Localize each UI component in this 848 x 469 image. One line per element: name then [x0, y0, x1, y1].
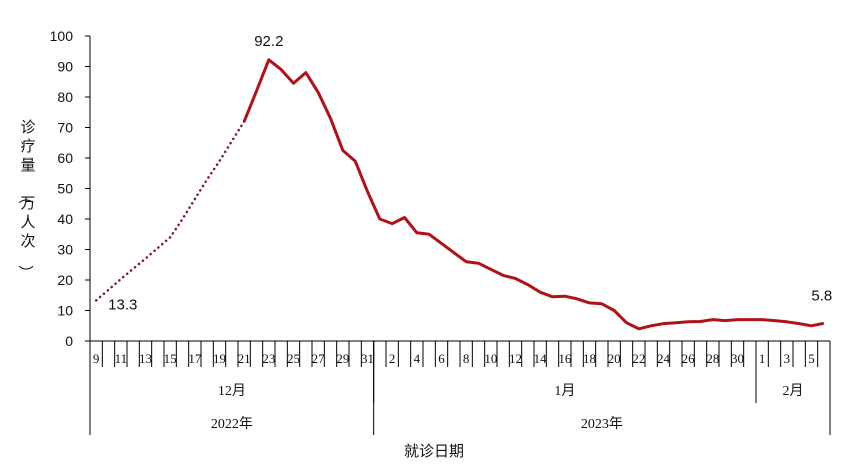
x-tick-label: 15 [164, 351, 177, 366]
x-tick-label: 27 [312, 351, 326, 366]
y-axis-title-char: ） [16, 265, 34, 280]
x-tick-label: 11 [115, 351, 128, 366]
y-axis-title-char: 诊 [20, 118, 35, 136]
y-axis-title-char: 万 [20, 194, 35, 212]
y-axis-title: 诊疗量 （万人次 ） [16, 118, 35, 280]
x-tick-label: 19 [213, 351, 226, 366]
x-tick-label: 21 [238, 351, 251, 366]
x-tick-label: 4 [414, 351, 421, 366]
x-tick-label: 10 [484, 351, 497, 366]
y-tick-label: 30 [57, 242, 73, 258]
y-tick-label: 60 [57, 150, 73, 166]
year-label: 2022年 [211, 416, 253, 432]
x-tick-label: 6 [438, 351, 445, 366]
y-axis-title-char: 次 [20, 232, 35, 250]
data-labels: 13.3 92.2 5.8 [108, 33, 832, 314]
data-label: 13.3 [108, 296, 137, 313]
dotted-segment [94, 120, 246, 302]
solid-segment [242, 58, 825, 331]
x-tick-label: 28 [706, 351, 719, 366]
y-tick-label: 0 [65, 333, 73, 349]
x-tick-label: 12 [509, 351, 522, 366]
month-label: 1月 [554, 383, 575, 399]
data-label: 92.2 [254, 33, 283, 50]
x-tick-label: 1 [759, 351, 766, 366]
x-axis-title: 就诊日期 [404, 442, 464, 460]
x-tick-label: 23 [262, 351, 275, 366]
month-label: 2月 [783, 383, 804, 399]
y-tick-label: 20 [57, 272, 73, 288]
x-tick-label: 26 [682, 351, 696, 366]
y-tick-label: 40 [57, 211, 73, 227]
y-axis-title-char: 人 [20, 213, 35, 231]
y-tick-label: 90 [57, 59, 73, 75]
x-tick-label: 30 [731, 351, 744, 366]
series-line [94, 58, 825, 331]
x-tick-label: 17 [188, 351, 202, 366]
x-tick-label: 9 [93, 351, 100, 366]
x-tick-label: 20 [608, 351, 621, 366]
x-axis: 9 11 13 15 17 19 21 23 25 27 29 31 2 4 6 8 10 12 14 16 18 20 2… [89, 340, 831, 435]
y-tick-label: 80 [57, 89, 73, 105]
y-tick-label: 10 [57, 303, 73, 319]
x-tick-label: 29 [336, 351, 349, 366]
x-tick-label: 2 [389, 351, 396, 366]
x-tick-label: 18 [583, 351, 596, 366]
x-tick-label: 31 [361, 351, 374, 366]
y-tick-label: 100 [50, 28, 74, 44]
y-axis-title-char: （ [16, 189, 34, 204]
data-label: 5.8 [811, 287, 832, 304]
x-tick-label: 24 [657, 351, 671, 366]
x-tick-label: 13 [139, 351, 152, 366]
x-tick-label: 16 [558, 351, 572, 366]
y-axis-title-char: 量 [20, 156, 35, 174]
year-label: 2023年 [581, 416, 623, 432]
y-axis-title-char: 疗 [20, 137, 35, 155]
x-tick-label: 22 [632, 351, 645, 366]
x-tick-label: 5 [808, 351, 815, 366]
y-axis: 0 10 20 30 40 50 60 70 80 90 100 [50, 28, 91, 435]
y-tick-label: 50 [57, 181, 73, 197]
x-tick-label: 8 [463, 351, 470, 366]
y-tick-label: 70 [57, 120, 73, 136]
x-tick-label: 25 [287, 351, 300, 366]
x-tick-label: 14 [534, 351, 548, 366]
x-tick-label: 3 [784, 351, 791, 366]
month-label: 12月 [218, 383, 246, 399]
